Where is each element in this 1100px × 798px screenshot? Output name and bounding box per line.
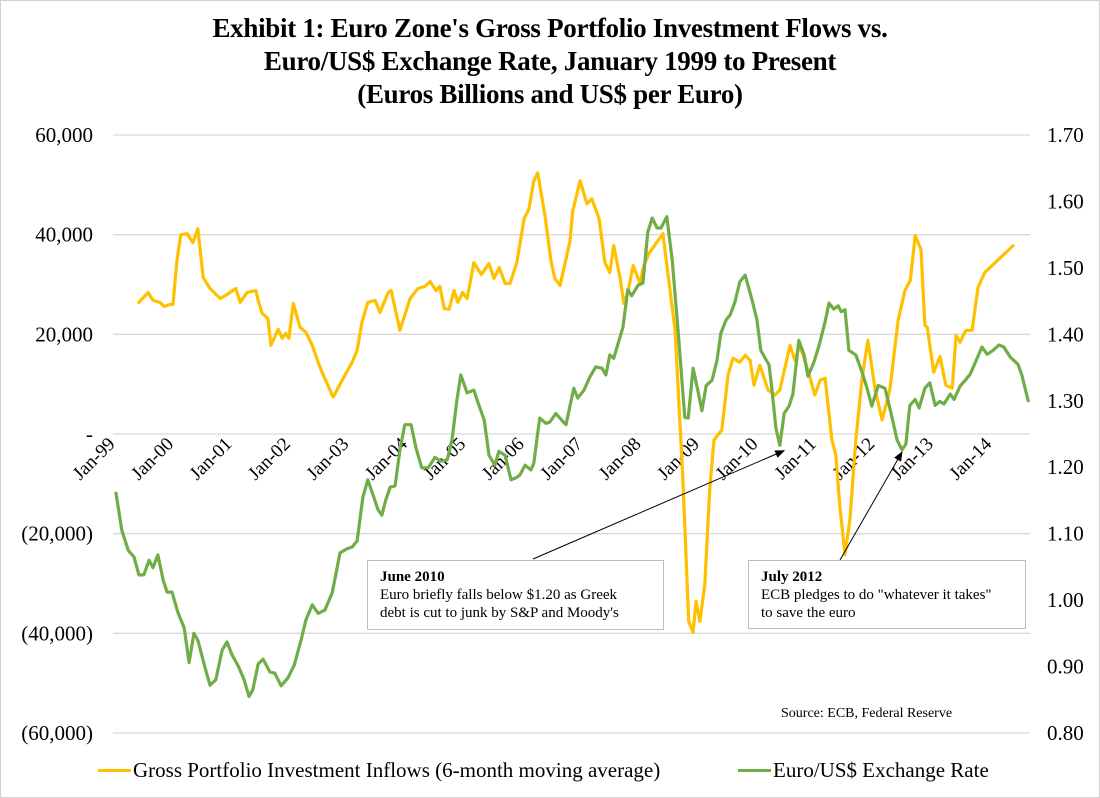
- annotation-text-line: to save the euro: [761, 605, 856, 621]
- right-axis-tick-label: 1.70: [1047, 123, 1084, 147]
- annotation-arrow-july-2012: [839, 451, 903, 561]
- left-axis-ticks: 60,000 40,000 20,000 - (20,000) (40,000) (60,0…: [21, 123, 93, 745]
- gridlines: [113, 134, 1030, 734]
- right-axis-tick-label: 1.00: [1047, 588, 1084, 612]
- right-axis-ticks: 1.70 1.60 1.50 1.40 1.30 1.20 1.10 1.00 0.90 0.80: [1047, 123, 1084, 745]
- right-axis-tick-label: 0.80: [1047, 721, 1084, 745]
- series-lines: [114, 171, 1030, 699]
- right-axis-tick-label: 1.10: [1047, 522, 1084, 546]
- left-axis-tick-label: 60,000: [35, 123, 93, 147]
- annotation-text-line: debt is cut to junk by S&P and Moody's: [380, 605, 619, 621]
- series-line-inflows: [137, 171, 1015, 634]
- x-axis-tick-label: Jan-10: [712, 434, 763, 485]
- annotation-arrow-june-2010: [532, 450, 786, 560]
- legend-label: Euro/US$ Exchange Rate: [773, 758, 989, 782]
- annotation-arrows: [532, 450, 903, 561]
- legend-label: Gross Portfolio Investment Inflows (6-mo…: [133, 758, 661, 782]
- chart-subtitle: (Euros Billions and US$ per Euro): [357, 79, 743, 109]
- legend-swatch-green: [738, 769, 771, 772]
- x-axis-tick-label: Jan-03: [303, 434, 354, 485]
- left-axis-tick-label: -: [86, 422, 93, 446]
- annotation-title: June 2010: [380, 569, 445, 585]
- left-axis-tick-label: (20,000): [21, 522, 93, 546]
- x-axis-tick-label: Jan-02: [244, 434, 295, 485]
- right-axis-tick-label: 0.90: [1047, 655, 1084, 679]
- left-axis-tick-label: (40,000): [21, 621, 93, 645]
- left-axis-tick-label: (60,000): [21, 721, 93, 745]
- source-note: Source: ECB, Federal Reserve: [781, 706, 953, 721]
- legend-item-inflows: Gross Portfolio Investment Inflows (6-mo…: [98, 758, 660, 783]
- x-axis-tick-label: Jan-07: [536, 434, 587, 485]
- legend-item-exchange-rate: Euro/US$ Exchange Rate: [738, 758, 989, 783]
- x-axis-tick-label: Jan-01: [186, 434, 237, 485]
- chart-title-line-1: Exhibit 1: Euro Zone's Gross Portfolio I…: [212, 13, 888, 43]
- x-axis-tick-label: Jan-08: [595, 434, 646, 485]
- chart-title-line-2: Euro/US$ Exchange Rate, January 1999 to …: [263, 46, 837, 76]
- annotation-text-line: Euro briefly falls below $1.20 as Greek: [380, 587, 618, 603]
- x-axis-tick-label: Jan-09: [653, 434, 704, 485]
- right-axis-tick-label: 1.20: [1047, 455, 1084, 479]
- annotation-june-2010: June 2010 Euro briefly falls below $1.20…: [367, 560, 664, 630]
- series-line-exchange-rate: [114, 215, 1030, 699]
- chart-title: Exhibit 1: Euro Zone's Gross Portfolio I…: [0, 12, 1100, 111]
- left-axis-tick-label: 20,000: [35, 322, 93, 346]
- left-axis-tick-label: 40,000: [35, 223, 93, 247]
- annotation-july-2012: July 2012 ECB pledges to do "whatever it…: [748, 560, 1026, 629]
- x-axis-ticks: Jan-99 Jan-00 Jan-01 Jan-02 Jan-03 Jan-04 Jan-…: [69, 433, 997, 484]
- x-axis-tick-label: Jan-00: [127, 434, 178, 485]
- x-axis-tick-label: Jan-13: [887, 434, 938, 485]
- x-axis-tick-label: Jan-04: [361, 433, 412, 484]
- right-axis-tick-label: 1.30: [1047, 389, 1084, 413]
- right-axis-tick-label: 1.60: [1047, 189, 1084, 213]
- right-axis-tick-label: 1.50: [1047, 256, 1084, 280]
- x-axis-tick-label: Jan-99: [69, 434, 120, 485]
- legend-swatch-yellow: [98, 769, 131, 772]
- annotation-text-line: ECB pledges to do "whatever it takes": [761, 587, 992, 603]
- annotation-title: July 2012: [761, 569, 823, 585]
- x-axis-tick-label: Jan-14: [945, 433, 996, 484]
- right-axis-tick-label: 1.40: [1047, 322, 1084, 346]
